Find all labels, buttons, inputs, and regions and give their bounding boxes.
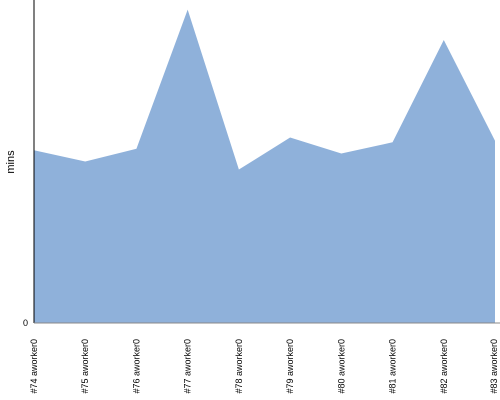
x-tick-label: #74 aworker0 [29,339,39,394]
area-series [34,9,495,324]
x-tick-label: #81 aworker0 [388,339,398,394]
y-tick-labels: 0 [23,318,28,328]
x-tick-label: #79 aworker0 [285,339,295,394]
x-tick-label: #82 aworker0 [439,339,449,394]
x-tick-labels: #74 aworker0 #75 aworker0 #76 aworker0 #77 … [29,339,499,394]
area-fill [34,9,495,324]
y-axis-title: mins [5,150,17,174]
x-tick-label: #83 aworker0 [489,339,499,394]
x-tick-label: #77 aworker0 [183,339,193,394]
x-tick-label: #75 aworker0 [80,339,90,394]
x-tick-label: #78 aworker0 [234,339,244,394]
y-tick-label: 0 [23,318,28,328]
x-tick-label: #76 aworker0 [131,339,141,394]
x-tick-label: #80 aworker0 [336,339,346,394]
